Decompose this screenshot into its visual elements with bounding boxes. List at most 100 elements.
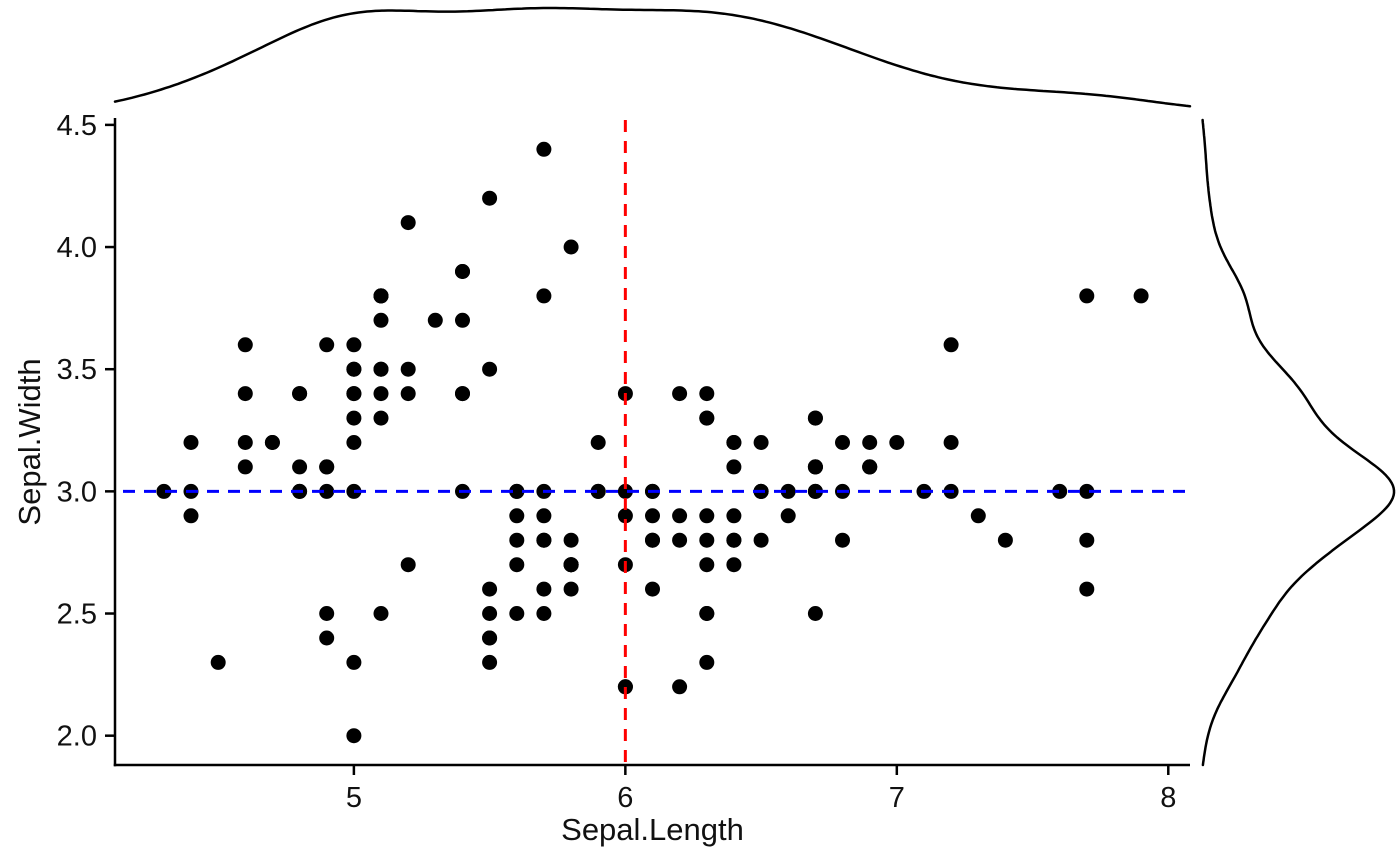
data-point xyxy=(482,361,498,377)
data-point xyxy=(536,581,552,597)
data-point xyxy=(346,337,362,353)
data-point xyxy=(455,386,470,402)
data-point xyxy=(536,141,552,157)
x-axis-title: Sepal.Length xyxy=(561,812,744,847)
data-point xyxy=(346,386,362,402)
data-point xyxy=(319,606,335,621)
data-point xyxy=(455,264,470,279)
data-point xyxy=(373,410,389,426)
data-point xyxy=(699,654,715,670)
data-point xyxy=(292,386,308,402)
data-point xyxy=(509,508,525,524)
data-point xyxy=(1079,483,1095,499)
data-point xyxy=(536,532,552,548)
data-point xyxy=(237,459,253,475)
data-point xyxy=(617,483,633,499)
data-point xyxy=(509,557,525,573)
data-point xyxy=(970,508,986,524)
data-point xyxy=(943,435,959,450)
data-point xyxy=(156,483,172,499)
data-point xyxy=(726,557,742,573)
data-point xyxy=(264,435,280,450)
data-point xyxy=(183,435,199,450)
data-point xyxy=(590,435,606,450)
data-point xyxy=(645,532,660,548)
y-tick-label: 2.0 xyxy=(57,721,97,753)
data-point xyxy=(400,215,416,231)
data-point xyxy=(536,606,552,621)
y-tick-label: 4.5 xyxy=(57,110,97,142)
data-point xyxy=(699,557,715,573)
data-point xyxy=(400,361,416,377)
data-point xyxy=(346,361,362,377)
data-point xyxy=(482,654,498,670)
data-point xyxy=(672,532,688,548)
data-point xyxy=(672,508,688,524)
data-point xyxy=(563,557,579,573)
data-point xyxy=(780,508,796,524)
data-point xyxy=(536,508,552,524)
data-point xyxy=(319,459,335,475)
data-point xyxy=(563,581,579,597)
data-point xyxy=(482,606,498,621)
scatter-points xyxy=(156,141,1149,744)
data-point xyxy=(563,532,579,548)
data-point xyxy=(862,435,878,450)
data-point xyxy=(699,532,715,548)
data-point xyxy=(1079,581,1095,597)
data-point xyxy=(726,532,742,548)
data-point xyxy=(319,337,335,353)
data-point xyxy=(482,190,498,206)
data-point xyxy=(373,288,389,304)
data-point xyxy=(509,483,525,499)
data-point xyxy=(373,361,389,377)
data-point xyxy=(807,483,823,499)
data-point xyxy=(346,435,362,450)
data-point xyxy=(536,288,552,304)
y-axis-title: Sepal.Width xyxy=(12,358,47,526)
data-point xyxy=(753,435,769,450)
data-point xyxy=(482,581,498,597)
x-tick-label: 8 xyxy=(1160,782,1176,814)
top-density-curve xyxy=(113,6,1192,108)
data-point xyxy=(726,508,742,524)
data-point xyxy=(699,386,715,402)
data-point xyxy=(807,410,823,426)
data-point xyxy=(699,410,715,426)
data-point xyxy=(400,386,416,402)
y-tick-label: 2.5 xyxy=(57,599,97,631)
data-point xyxy=(319,630,335,646)
data-point xyxy=(780,483,796,499)
data-point xyxy=(346,654,362,670)
data-point xyxy=(509,532,525,548)
data-point xyxy=(835,532,850,548)
data-point xyxy=(292,459,308,475)
data-point xyxy=(237,337,253,353)
data-point xyxy=(346,728,362,744)
data-point xyxy=(509,606,525,621)
data-point xyxy=(563,239,579,255)
data-point xyxy=(672,679,688,695)
data-point xyxy=(1079,288,1095,304)
x-tick-label: 6 xyxy=(617,782,633,814)
data-point xyxy=(346,410,362,426)
data-point xyxy=(319,483,335,499)
data-point xyxy=(699,508,715,524)
data-point xyxy=(699,606,715,621)
data-point xyxy=(400,557,416,573)
y-tick-label: 3.0 xyxy=(57,476,97,508)
data-point xyxy=(1133,288,1149,304)
data-point xyxy=(183,508,199,524)
data-point xyxy=(237,386,253,402)
x-tick-label: 5 xyxy=(346,782,362,814)
data-point xyxy=(835,435,850,450)
data-point xyxy=(427,312,443,328)
data-point xyxy=(237,435,253,450)
data-point xyxy=(210,654,226,670)
data-point xyxy=(617,679,633,695)
x-tick-label: 7 xyxy=(889,782,905,814)
data-point xyxy=(807,606,823,621)
data-point xyxy=(617,508,633,524)
data-point xyxy=(482,630,498,646)
